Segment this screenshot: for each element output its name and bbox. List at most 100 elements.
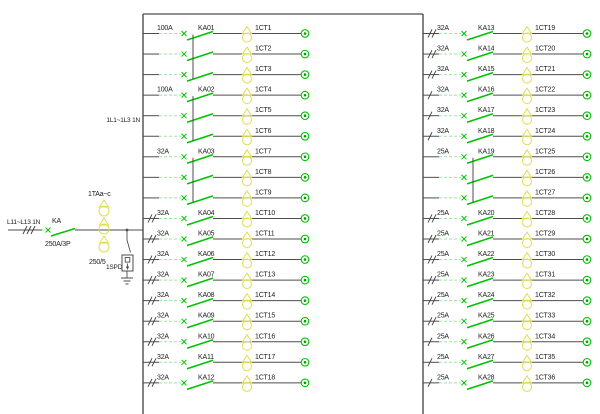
main-ct-group-label: 1TAa~c [88,191,111,198]
phase-slash-KA14 [427,49,433,59]
circuit-label-1CT22: 1CT22 [535,87,555,94]
phase-slash-KA13 [431,29,437,38]
phase-slash-KA22 [431,255,437,264]
terminal-1CT34-ring-icon [582,337,592,347]
terminal-1CT16-dot-icon [303,340,307,344]
device-1CT29-coil-icon [522,238,532,248]
breaker-label-KA09: KA09 [198,313,215,320]
phase-slash-KA12 [147,378,153,388]
phase-slash-KA09 [151,316,157,326]
contact-cross-icon [461,318,467,325]
device-1CT29-triangle-icon [521,231,533,240]
rating-label-KA13: 32A [437,25,449,32]
contact-cross-icon [461,297,467,304]
terminal-1CT32-ring-icon [582,296,592,306]
spd-label: 1SPD [106,264,123,271]
device-1CT16-coil-icon [242,340,252,351]
contact-cross-icon [461,174,467,181]
terminal-1CT33-ring-icon [582,316,592,326]
incoming-breaker-blade [50,227,76,237]
device-1CT3-triangle-icon [241,66,253,76]
rating-label-KA22: 25A [437,251,449,258]
phase-slash-KA04 [147,214,153,223]
contact-cross-icon [181,153,187,160]
circuit-label-1CT36: 1CT36 [535,374,555,381]
device-1CT21-coil-icon [522,73,532,84]
contact-cross-icon [461,338,467,345]
circuit-label-1CT34: 1CT34 [535,333,555,340]
terminal-1CT6-ring-icon [300,131,310,141]
breaker-label-KA06: KA06 [198,251,215,258]
terminal-1CT26-ring-icon [582,173,592,182]
terminal-1CT24-dot-icon [585,134,589,138]
phase-slash-KA04 [151,214,157,223]
terminal-1CT3-dot-icon [303,73,307,76]
rating-label-KA27: 25A [437,354,449,361]
phase-slash-KA11 [151,358,157,367]
terminal-1CT11-ring-icon [300,234,310,244]
phase-slash-KA07 [147,275,153,285]
main-ct-2-coil-icon [98,223,110,235]
breaker-blade-KA25 [466,318,494,329]
terminal-1CT35-dot-icon [585,361,589,364]
terminal-1CT4-ring-icon [300,90,310,100]
terminal-1CT12-dot-icon [303,258,307,261]
device-1CT33-triangle-icon [521,313,533,322]
circuit-label-1CT13: 1CT13 [255,272,275,279]
device-1CT22-triangle-icon [521,87,533,96]
breaker-label-KA17: KA17 [478,107,495,114]
contact-cross-icon [461,153,467,160]
device-1CT14-triangle-icon [241,292,253,302]
device-1CT7-coil-icon [242,155,252,166]
terminal-1CT9-dot-icon [303,196,307,200]
terminal-1CT25-ring-icon [582,152,592,162]
terminal-1CT8-ring-icon [300,173,310,182]
contact-cross-icon [181,215,187,222]
device-1CT26-triangle-icon [521,169,533,178]
terminal-1CT9-ring-icon [300,193,310,203]
contact-cross-icon [181,195,187,201]
breaker-blade-KA03 [186,174,214,185]
device-1CT25-coil-icon [522,155,532,166]
terminal-1CT15-dot-icon [303,319,307,323]
incoming-breaker-label: KA [52,218,61,225]
device-1CT11-triangle-icon [241,231,253,240]
breaker-blade-KA24 [466,297,494,308]
device-1CT1-coil-icon [242,32,252,43]
phase-slash-KA26 [427,337,433,346]
device-1CT24-coil-icon [522,135,532,146]
breaker-label-KA10: KA10 [198,333,215,340]
rating-label-KA05: 32A [157,231,169,238]
rating-label-KA14: 32A [437,46,449,53]
device-1CT30-coil-icon [522,258,532,269]
rating-label-KA04: 32A [157,210,169,217]
device-1CT28-triangle-icon [521,210,533,219]
breaker-blade-KA28 [466,380,494,391]
circuit-label-1CT17: 1CT17 [255,354,275,361]
phase-slash-KA22 [427,255,433,264]
breaker-label-KA22: KA22 [478,251,495,258]
terminal-1CT31-dot-icon [585,278,589,282]
device-1CT9-triangle-icon [241,189,253,199]
device-1CT19-coil-icon [522,32,532,43]
bus-label: 1L1~1L3 1N [106,117,140,124]
rating-label-KA25: 25A [437,313,449,320]
breaker-label-KA12: KA12 [198,374,215,381]
breaker-label-KA08: KA08 [198,292,215,299]
phase-slash-KA23 [427,275,433,285]
device-1CT22-coil-icon [522,94,532,105]
terminal-1CT15-ring-icon [300,316,310,326]
device-1CT31-coil-icon [522,279,532,290]
contact-cross-icon [181,92,187,99]
phase-slash-KA23 [431,275,437,285]
device-1CT12-coil-icon [242,258,252,269]
device-1CT3-coil-icon [242,73,252,84]
terminal-1CT36-ring-icon [582,378,592,388]
circuit-label-1CT24: 1CT24 [535,128,555,135]
breaker-blade-KA07 [186,277,214,288]
rating-label-KA10: 32A [157,333,169,340]
circuit-label-1CT20: 1CT20 [535,46,555,53]
breaker-label-KA03: KA03 [198,148,215,155]
breaker-blade-KA03 [186,154,214,165]
